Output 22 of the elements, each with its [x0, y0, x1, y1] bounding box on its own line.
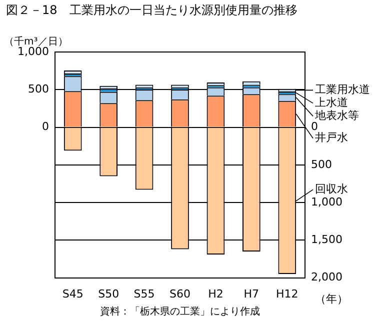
series-label: 工業用水道 [315, 83, 370, 96]
x-tick-label: H2 [208, 287, 224, 300]
x-tick-label: H12 [276, 287, 298, 300]
x-tick-label: S55 [134, 287, 155, 300]
series-label: 地表水等 [314, 109, 359, 122]
x-axis-title: （年） [315, 292, 348, 306]
series-label: 回収水 [315, 182, 348, 196]
y-tick-label: 500 [28, 82, 49, 96]
y2-tick-label: 2,000 [311, 270, 342, 284]
y2-tick-label: 1,000 [311, 195, 342, 208]
y2-tick-label: 500 [311, 158, 332, 171]
x-tick-label: S50 [98, 287, 120, 300]
y2-tick-label: 0 [311, 120, 318, 134]
x-tick-label: H7 [244, 287, 260, 300]
y-tick-label: 0 [42, 120, 49, 134]
y2-tick-label: 1,500 [311, 233, 342, 246]
series-label: 上水道 [315, 96, 348, 110]
x-tick-label: S45 [62, 287, 84, 300]
x-tick-label: S60 [170, 287, 190, 300]
chart-title: 図２－18 工業用水の一日当たり水源別使用量の推移 [6, 3, 298, 18]
text: 資料：「栃木県の工業」により作成 [100, 305, 260, 318]
series-label: 井戸水 [315, 131, 348, 144]
